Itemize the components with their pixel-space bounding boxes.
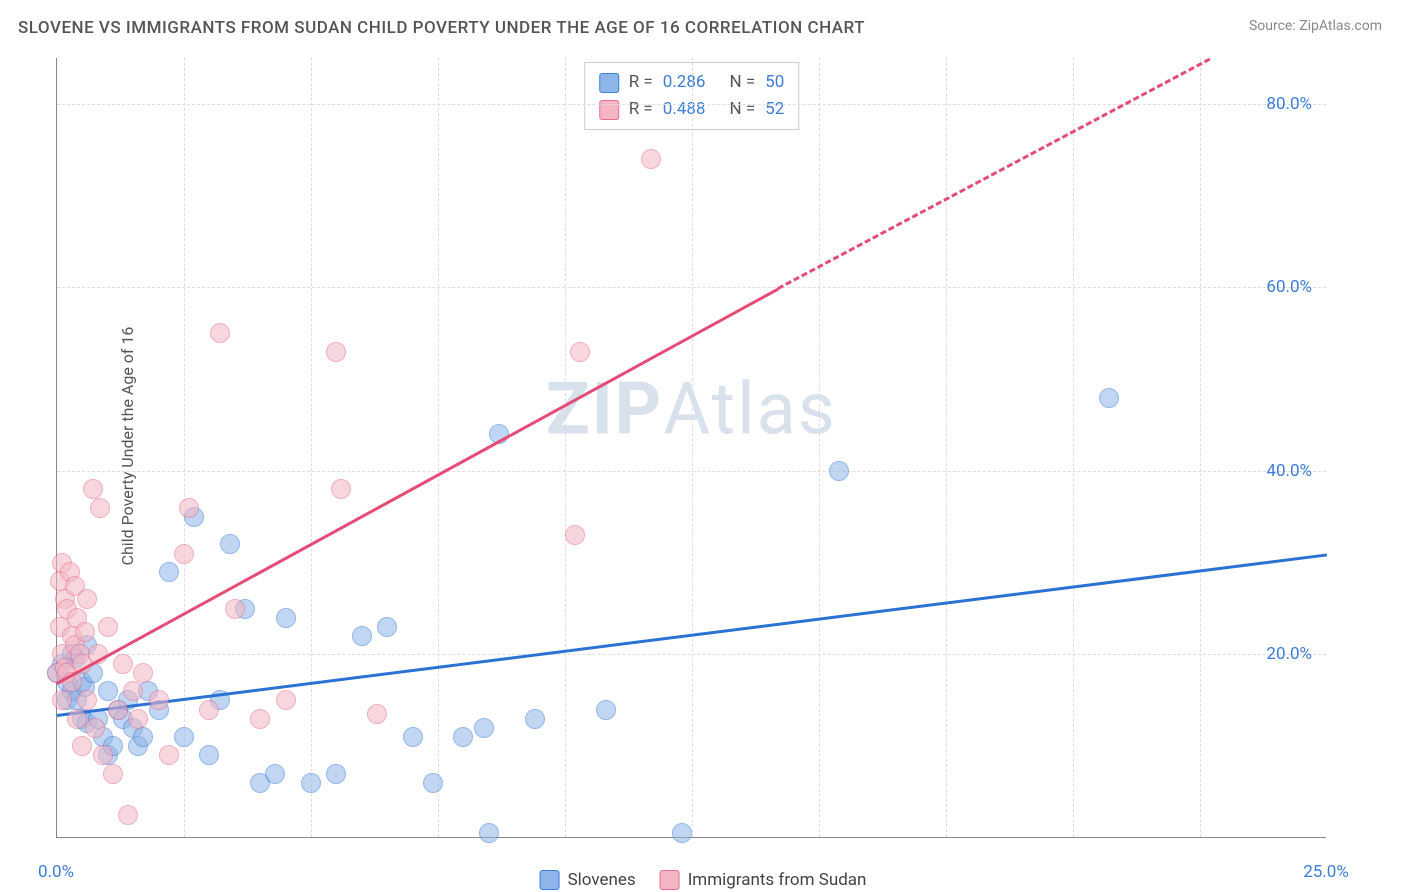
data-point (90, 498, 110, 518)
data-point (118, 805, 138, 825)
legend-label: Slovenes (568, 870, 636, 890)
data-point (331, 479, 351, 499)
data-point (77, 690, 97, 710)
r-value: 0.488 (663, 96, 706, 123)
y-tick-label: 60.0% (1266, 277, 1312, 297)
n-label: N = (729, 69, 755, 96)
data-point (301, 773, 321, 793)
data-point (98, 617, 118, 637)
data-point (377, 617, 397, 637)
r-label: R = (629, 69, 653, 96)
x-tick-min: 0.0% (38, 862, 74, 882)
series-swatch (599, 73, 619, 93)
data-point (276, 690, 296, 710)
data-point (133, 663, 153, 683)
series-legend: Slovenes Immigrants from Sudan (540, 870, 867, 890)
legend-item: Slovenes (540, 870, 636, 890)
chart-title: SLOVENE VS IMMIGRANTS FROM SUDAN CHILD P… (18, 18, 865, 38)
data-point (210, 323, 230, 343)
n-value: 50 (765, 69, 784, 96)
data-point (367, 704, 387, 724)
data-point (108, 700, 128, 720)
data-point (199, 745, 219, 765)
x-tick-max: 25.0% (1303, 862, 1349, 882)
source-label: Source: ZipAtlas.com (1249, 18, 1382, 34)
gridline-v (819, 58, 820, 837)
data-point (352, 626, 372, 646)
data-point (149, 690, 169, 710)
data-point (525, 709, 545, 729)
data-point (113, 654, 133, 674)
data-point (179, 498, 199, 518)
data-point (133, 727, 153, 747)
data-point (474, 718, 494, 738)
data-point (159, 745, 179, 765)
data-point (479, 823, 499, 843)
legend-item: Immigrants from Sudan (660, 870, 867, 890)
gridline-v (692, 58, 693, 837)
legend-label: Immigrants from Sudan (688, 870, 867, 890)
trend-line-dashed (778, 58, 1211, 290)
data-point (250, 709, 270, 729)
trend-line (56, 288, 779, 685)
data-point (1099, 388, 1119, 408)
data-point (453, 727, 473, 747)
data-point (220, 534, 240, 554)
data-point (570, 342, 590, 362)
data-point (326, 764, 346, 784)
data-point (403, 727, 423, 747)
data-point (829, 461, 849, 481)
data-point (72, 736, 92, 756)
data-point (98, 681, 118, 701)
data-point (93, 745, 113, 765)
series-swatch (540, 870, 560, 890)
y-tick-label: 40.0% (1266, 461, 1312, 481)
r-value: 0.286 (663, 69, 706, 96)
data-point (326, 342, 346, 362)
y-tick-label: 20.0% (1266, 644, 1312, 664)
data-point (174, 544, 194, 564)
gridline-v (438, 58, 439, 837)
data-point (77, 589, 97, 609)
data-point (85, 718, 105, 738)
data-point (423, 773, 443, 793)
data-point (103, 764, 123, 784)
gridline-v (946, 58, 947, 837)
data-point (83, 479, 103, 499)
data-point (75, 622, 95, 642)
data-point (276, 608, 296, 628)
gridline-v (1200, 58, 1201, 837)
data-point (225, 599, 245, 619)
data-point (128, 709, 148, 729)
series-swatch (660, 870, 680, 890)
gridline-v (311, 58, 312, 837)
plot-area: ZIPAtlas R = 0.286N = 50R = 0.488N = 52 … (56, 58, 1326, 838)
data-point (265, 764, 285, 784)
gridline-v (565, 58, 566, 837)
n-label: N = (729, 96, 755, 123)
gridline-v (184, 58, 185, 837)
data-point (174, 727, 194, 747)
y-tick-label: 80.0% (1266, 94, 1312, 114)
data-point (199, 700, 219, 720)
data-point (565, 525, 585, 545)
data-point (596, 700, 616, 720)
data-point (52, 690, 72, 710)
r-label: R = (629, 96, 653, 123)
series-swatch (599, 100, 619, 120)
gridline-v (1073, 58, 1074, 837)
chart-container: SLOVENE VS IMMIGRANTS FROM SUDAN CHILD P… (0, 0, 1406, 892)
data-point (159, 562, 179, 582)
data-point (123, 681, 143, 701)
n-value: 52 (765, 96, 784, 123)
data-point (672, 823, 692, 843)
data-point (641, 149, 661, 169)
